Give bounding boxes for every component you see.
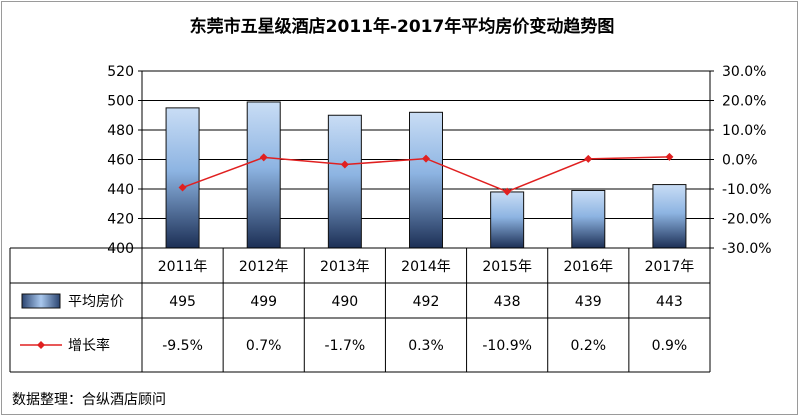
x-category-label: 2012年 [239,259,289,275]
y-left-tick-label: 460 [107,153,134,169]
y-left-tick-label: 480 [107,123,134,139]
growth-value-cell: -10.9% [482,338,532,354]
y-left-tick-label: 440 [107,182,134,198]
price-value-cell: 499 [250,294,277,310]
legend-line-label: 增长率 [68,337,110,354]
bar [165,107,200,249]
price-value-cell: 438 [494,294,521,310]
growth-rate-point [340,160,349,169]
y-left-tick-label: 400 [107,241,134,257]
bar [409,111,443,249]
y-right-tick-label: -10.0% [722,182,772,198]
price-value-cell: 490 [331,294,358,310]
x-category-label: 2013年 [320,259,370,275]
growth-rate-point [503,187,512,196]
price-value-cell: 439 [575,294,602,310]
legend-line-marker [37,341,45,349]
growth-value-cell: 0.2% [570,338,606,354]
chart-title: 东莞市五星级酒店2011年-2017年平均房价变动趋势图 [190,16,615,37]
growth-rate-point [259,153,268,162]
source-note: 数据整理：合纵酒店顾问 [12,392,166,408]
bar [652,184,687,249]
bar [327,114,362,249]
growth-rate-point [665,152,674,161]
y-left-tick-label: 520 [107,64,134,80]
growth-rate-point [178,183,187,192]
price-value-cell: 443 [656,294,683,310]
growth-value-cell: -1.7% [325,338,366,354]
legend-bar-label: 平均房价 [68,294,124,310]
y-left-tick-label: 500 [107,94,134,110]
y-right-tick-label: -20.0% [722,212,772,228]
growth-value-cell: 0.7% [246,338,282,354]
y-right-tick-label: 10.0% [722,123,766,139]
growth-rate-point [584,154,593,163]
price-value-cell: 492 [413,294,440,310]
price-value-cell: 495 [169,294,196,310]
y-left-tick-label: 420 [107,212,134,228]
growth-value-cell: -9.5% [162,338,203,354]
x-category-label: 2011年 [158,259,208,275]
bar [490,191,525,249]
bar [571,189,606,249]
legend-bar-swatch [21,293,61,309]
x-category-label: 2014年 [401,259,451,275]
x-category-label: 2015年 [482,259,532,275]
x-category-label: 2016年 [563,259,613,275]
growth-value-cell: 0.9% [652,338,688,354]
y-right-tick-label: -30.0% [722,241,772,257]
y-right-tick-label: 30.0% [722,64,766,80]
y-right-tick-label: 20.0% [722,94,766,110]
growth-value-cell: 0.3% [408,338,444,354]
y-right-tick-label: 0.0% [722,153,758,169]
bar [246,101,281,249]
growth-rate-point [422,154,430,163]
x-category-label: 2017年 [645,259,695,275]
